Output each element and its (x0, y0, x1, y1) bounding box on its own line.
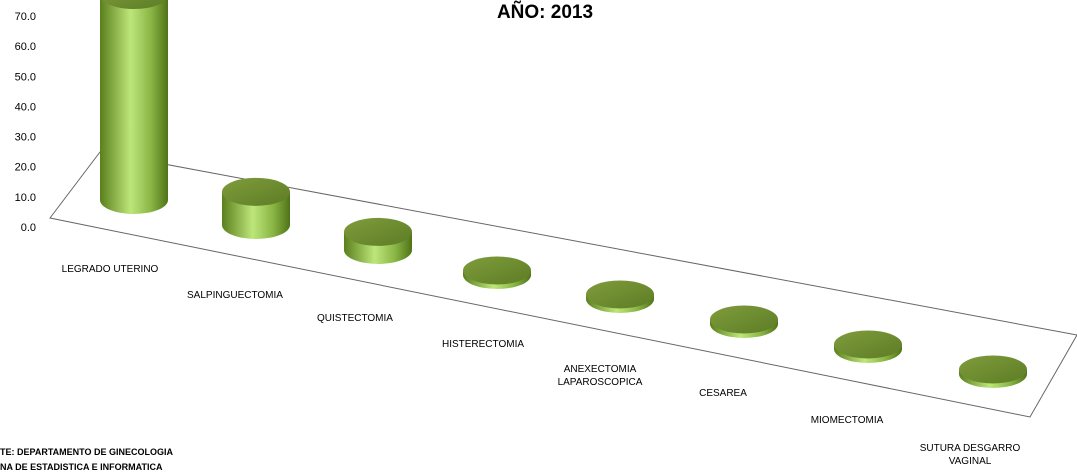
bar (834, 330, 902, 363)
bar-top (586, 280, 654, 309)
bar (710, 305, 778, 338)
y-tick-label: 70.0 (15, 11, 36, 23)
y-tick-label: 60.0 (15, 41, 36, 53)
bar-top (834, 330, 902, 359)
y-tick-label: 20.0 (15, 162, 36, 174)
bar-top (222, 177, 290, 206)
bar-top (344, 217, 412, 246)
bar (100, 0, 168, 214)
y-tick-label: 10.0 (15, 192, 36, 204)
bar-top (463, 256, 531, 285)
y-tick-label: 40.0 (15, 101, 36, 113)
chart-floor (49, 151, 1077, 418)
bars (100, 0, 1027, 388)
category-label: SALPINGUECTOMIA (187, 290, 283, 301)
y-tick-label: 50.0 (15, 71, 36, 83)
category-label: LAPAROSCOPICA (558, 377, 643, 388)
category-label: ANEXECTOMIA (564, 364, 637, 375)
bar (586, 280, 654, 313)
bar (222, 177, 290, 239)
y-tick-label: 0.0 (21, 222, 36, 234)
source-line-1: TE: DEPARTAMENTO DE GINECOLOGIA (0, 447, 174, 457)
category-label: LEGRADO UTERINO (62, 264, 159, 275)
bar (463, 256, 531, 289)
bar-body (100, 0, 168, 214)
bar-top (102, 0, 166, 10)
source-line-2: NA DE ESTADISTICA E INFORMATICA (0, 462, 163, 472)
category-label: MIOMECTOMIA (811, 415, 884, 426)
bar (959, 355, 1027, 388)
category-label: CESAREA (699, 388, 747, 399)
y-axis: 0.0 10.0 20.0 30.0 40.0 50.0 60.0 70.0 (15, 11, 36, 234)
category-label: HISTERECTOMIA (442, 339, 524, 350)
bar-top (710, 305, 778, 334)
bar (344, 217, 412, 264)
category-label: SUTURA DESGARRO (920, 443, 1021, 454)
category-label: VAGINAL (949, 456, 992, 467)
y-tick-label: 30.0 (15, 132, 36, 144)
bar-top (959, 355, 1027, 384)
category-labels: LEGRADO UTERINO SALPINGUECTOMIA QUISTECTOM… (62, 264, 1021, 467)
category-label: QUISTECTOMIA (317, 313, 393, 324)
chart-title: AÑO: 2013 (497, 1, 593, 23)
